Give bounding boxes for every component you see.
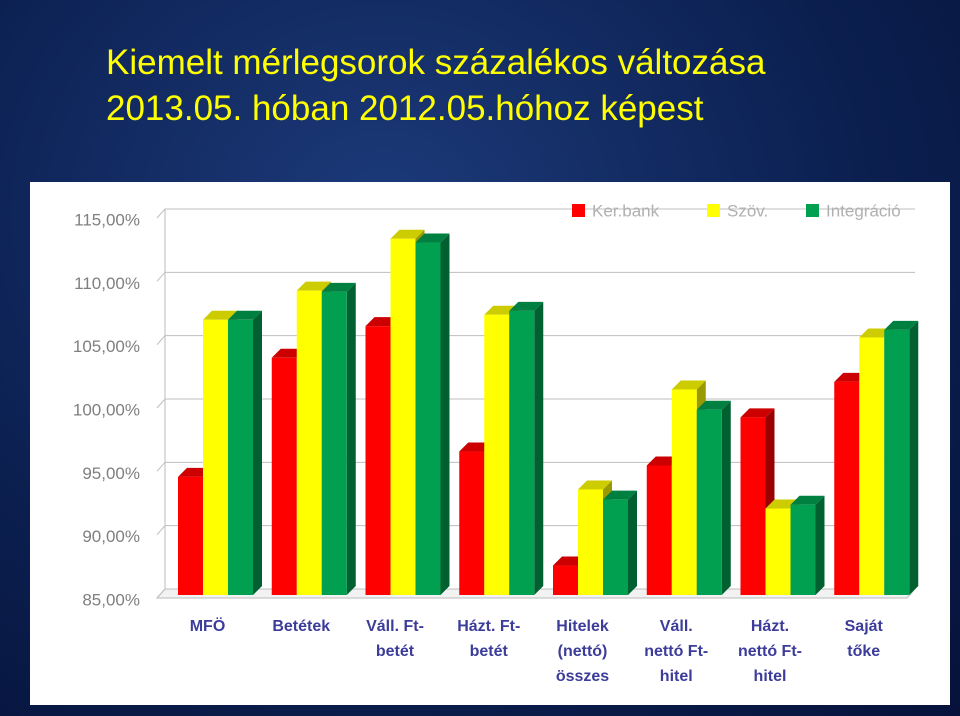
bar: [509, 310, 535, 595]
x-tick-label: Váll. Ft- betét: [366, 618, 424, 660]
y-tick-label: 100,00%: [73, 400, 140, 419]
bar: [553, 565, 578, 595]
y-tick-label: 110,00%: [74, 274, 140, 293]
y-tick-label: 115,00%: [74, 210, 140, 229]
bar: [578, 489, 603, 595]
bar-top: [603, 490, 637, 500]
bar-top: [884, 320, 919, 330]
bar-side: [253, 310, 262, 595]
bar: [646, 465, 672, 595]
bar-top: [203, 310, 237, 320]
bar: [321, 291, 347, 595]
chart-title: Kiemelt mérlegsorok százalékos változása…: [106, 43, 766, 128]
bar-top: [578, 480, 612, 490]
bar: [365, 326, 391, 595]
bar-top: [696, 400, 731, 410]
bar-side: [534, 301, 544, 595]
y-tick-label: 90,00%: [82, 527, 140, 546]
bar: [390, 238, 416, 595]
y-tick-label: 85,00%: [82, 590, 140, 609]
bar: [415, 242, 441, 596]
bar-side: [346, 282, 356, 595]
bar-top: [321, 282, 356, 292]
legend-label: Szöv.: [727, 201, 768, 220]
bar: [834, 381, 860, 595]
bar: [859, 337, 885, 595]
x-tick-label: Házt. nettó Ft- hitel: [738, 618, 802, 685]
bar: [484, 314, 510, 595]
bar-top: [296, 281, 331, 291]
bar-top: [740, 408, 775, 418]
bar-side: [440, 233, 450, 596]
bar-top: [671, 380, 706, 390]
x-tick-label: Saját tőke: [844, 618, 883, 660]
bar: [271, 357, 297, 595]
bar: [228, 319, 253, 595]
bar: [790, 504, 816, 595]
bar: [178, 476, 203, 595]
grid-line: [156, 208, 915, 219]
legend-swatch: [707, 204, 720, 217]
y-tick-label: 105,00%: [73, 337, 140, 356]
grid-line: [156, 271, 915, 282]
bar: [671, 389, 697, 595]
legend-label: Ker.bank: [592, 201, 660, 220]
x-tick-label: Hitelek (nettó) összes: [555, 618, 610, 685]
bar-side: [721, 400, 731, 595]
y-tick-label: 95,00%: [82, 464, 140, 483]
bar: [884, 329, 910, 595]
bar-top: [228, 310, 262, 320]
legend-swatch: [572, 204, 585, 217]
grid-line: [156, 335, 915, 345]
bar: [296, 290, 322, 595]
legend-swatch: [806, 204, 819, 217]
bar: [603, 499, 628, 595]
bar: [459, 451, 485, 595]
bar-top: [509, 301, 544, 311]
bar-top: [415, 233, 450, 243]
legend-label: Integráció: [826, 201, 901, 220]
bar-side: [909, 320, 919, 595]
x-tick-label: Házt. Ft- betét: [457, 618, 521, 660]
bar-side: [628, 490, 637, 595]
bar-top: [390, 229, 425, 239]
bar: [696, 409, 722, 595]
x-tick-label: Betétek: [272, 618, 331, 635]
bar: [740, 417, 766, 595]
grid-line: [156, 398, 915, 409]
x-tick-label: MFÖ: [189, 618, 226, 635]
bar-top: [790, 495, 825, 505]
bar: [765, 508, 791, 595]
bar: [203, 319, 228, 595]
bar-side: [815, 495, 825, 595]
x-tick-label: Váll. nettó Ft- hitel: [644, 618, 709, 685]
